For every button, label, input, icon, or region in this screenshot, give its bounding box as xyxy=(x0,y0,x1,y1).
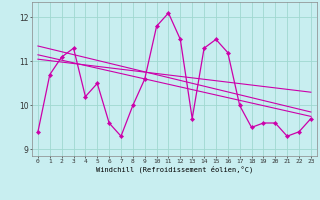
X-axis label: Windchill (Refroidissement éolien,°C): Windchill (Refroidissement éolien,°C) xyxy=(96,166,253,173)
